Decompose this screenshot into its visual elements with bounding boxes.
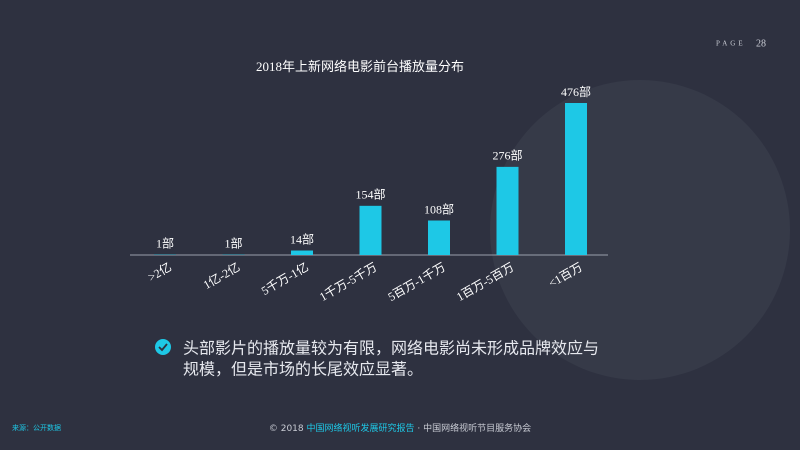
chart-title: 2018年上新网络电影前台播放量分布 — [256, 59, 464, 74]
bar — [359, 205, 382, 255]
page-label: PAGE — [716, 40, 746, 48]
copyright: © 2018 — [269, 424, 304, 434]
bullet-icon — [155, 339, 171, 355]
value-label: 1部 — [224, 235, 242, 250]
check-mark — [158, 343, 168, 352]
value-label: 14部 — [290, 231, 314, 246]
source: 来源：公开数据 — [12, 423, 61, 432]
value-label: 154部 — [355, 187, 385, 202]
bullet-text: 规模，但是市场的长尾效应显著。 — [183, 360, 423, 379]
decoration — [490, 80, 790, 380]
footer: © 2018 中国网络视听发展研究报告 · 中国网络视听节目服务协会 — [269, 422, 531, 434]
bar — [291, 250, 313, 255]
organization: · 中国网络视听节目服务协会 — [417, 422, 531, 434]
value-label: 108部 — [424, 201, 454, 216]
page-number: 28 — [756, 38, 766, 49]
bullet-text: 头部影片的播放量较为有限，网络电影尚未形成品牌效应与 — [183, 339, 599, 358]
report-name: 中国网络视听发展研究报告 — [307, 422, 415, 434]
value-label: 476部 — [561, 84, 591, 99]
value-label: 276部 — [492, 148, 522, 163]
bar — [428, 220, 450, 255]
bar — [565, 103, 587, 255]
bar — [496, 166, 519, 255]
value-label: 1部 — [156, 235, 174, 250]
